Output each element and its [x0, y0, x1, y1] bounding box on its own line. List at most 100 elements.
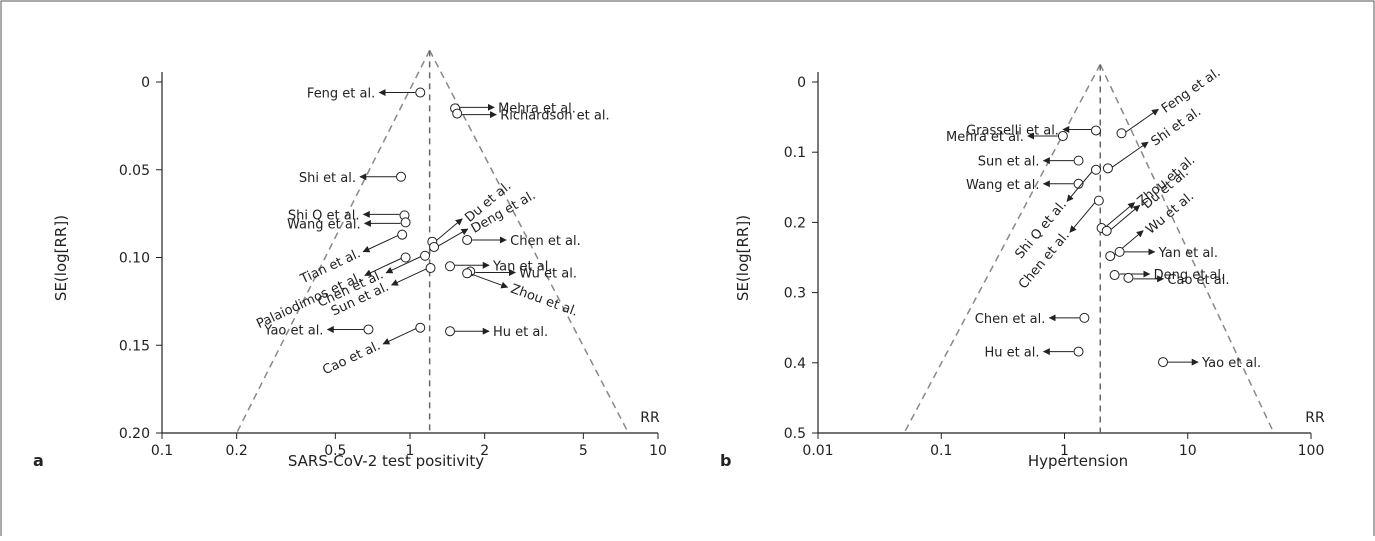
x-tick-label: 0.01	[802, 443, 833, 459]
study-point	[1123, 272, 1134, 283]
study-point	[425, 263, 436, 274]
panel-b-x-axis-title: Hypertension	[1028, 452, 1128, 470]
panel-b-letter: b	[720, 451, 731, 470]
study-arrow	[382, 328, 416, 345]
study-point	[1105, 251, 1116, 262]
y-tick-label: 0.2	[784, 215, 806, 231]
panel-a-x-axis-title: SARS-CoV-2 test positivity	[288, 452, 484, 470]
study-arrow	[1066, 170, 1094, 202]
study-label: Zhou et al.	[508, 282, 579, 320]
study-label: Richardson et al.	[500, 109, 609, 124]
study-arrow	[435, 218, 463, 242]
y-tick-label: 0.5	[784, 426, 806, 442]
study-point	[1114, 246, 1125, 257]
study-point	[1101, 225, 1112, 236]
x-tick-label: 0.1	[930, 443, 952, 459]
study-arrow	[1111, 141, 1149, 168]
study-point	[397, 229, 408, 240]
x-tick-label: 10	[1179, 443, 1197, 459]
x-tick-label: 0.2	[226, 443, 248, 459]
study-arrow	[1125, 108, 1159, 133]
panel-a-y-axis-title: SE(log[RR])	[52, 215, 70, 301]
x-tick-label: 0.5	[324, 443, 346, 459]
study-label: Chen et al.	[510, 234, 581, 249]
study-point	[363, 324, 374, 335]
study-point	[462, 268, 473, 279]
study-point	[420, 250, 431, 261]
study-label: Wang et al.	[287, 217, 361, 232]
x-tick-label: 1	[1060, 443, 1069, 459]
study-point	[1090, 125, 1101, 136]
y-tick-label: 0	[797, 75, 806, 91]
study-label: Wang et al.	[966, 178, 1040, 193]
y-tick-label: 0.3	[784, 286, 806, 302]
study-point	[1116, 128, 1127, 139]
study-point	[429, 241, 440, 252]
study-label: Chen et al.	[975, 312, 1046, 327]
study-label: Mehra et al.	[498, 101, 576, 116]
y-tick-label: 0.10	[119, 251, 150, 267]
x-tick-label: 10	[649, 443, 667, 459]
study-label: Wu et al.	[519, 267, 577, 282]
study-point	[1090, 164, 1101, 175]
study-arrow	[385, 256, 421, 274]
study-label: Feng et al.	[307, 87, 375, 102]
x-tick-label: 0.1	[151, 443, 173, 459]
funnel-left-line	[235, 50, 431, 434]
study-point	[445, 261, 456, 272]
study-arrow	[1105, 202, 1136, 228]
panel-a-letter: a	[33, 451, 44, 470]
study-label: Yan et al.	[1158, 246, 1218, 261]
study-point	[1057, 131, 1068, 142]
x-tick-label: 100	[1298, 443, 1325, 459]
study-point	[400, 252, 411, 263]
study-point	[1093, 195, 1104, 206]
study-point	[396, 171, 407, 182]
panel-b-y-axis-title: SE(log[RR])	[734, 215, 752, 301]
study-point	[445, 326, 456, 337]
study-label: Hu et al.	[493, 325, 548, 340]
study-arrow	[438, 228, 469, 247]
panel-b-rr-label: RR	[1305, 410, 1325, 426]
study-label: Shi et al.	[299, 171, 356, 186]
y-tick-label: 0.05	[119, 163, 150, 179]
y-tick-label: 0.4	[784, 356, 806, 372]
y-tick-label: 0.15	[119, 338, 150, 354]
study-label: Shi et al.	[1149, 104, 1204, 149]
study-arrow	[1110, 204, 1141, 231]
y-tick-label: 0.20	[119, 426, 150, 442]
study-arrow	[364, 258, 402, 276]
funnel-right-line	[1099, 64, 1275, 434]
study-label: Mehra et al.	[946, 130, 1024, 145]
study-arrow	[390, 268, 427, 286]
y-tick-label: 0	[141, 75, 150, 91]
study-label: Hu et al.	[984, 346, 1039, 361]
study-arrow	[1069, 201, 1097, 233]
funnel-left-line	[903, 64, 1101, 434]
study-point	[1109, 270, 1120, 281]
study-point	[1073, 155, 1084, 166]
x-tick-label: 5	[579, 443, 588, 459]
x-tick-label: 1	[406, 443, 415, 459]
study-point	[1073, 346, 1084, 357]
study-label: Sun et al.	[978, 155, 1040, 170]
study-label: Yao et al.	[263, 323, 323, 338]
study-label: Cao et al.	[320, 338, 383, 378]
study-arrow	[362, 235, 398, 253]
study-point	[462, 234, 473, 245]
study-point	[415, 87, 426, 98]
panel-a: a SARS-CoV-2 test positivity SE(log[RR])…	[33, 50, 667, 470]
study-point	[400, 217, 411, 228]
study-point	[415, 322, 426, 333]
study-label: Cao et al.	[1167, 273, 1229, 288]
x-tick-label: 2	[480, 443, 489, 459]
y-tick-label: 0.1	[784, 145, 806, 161]
study-arrow	[471, 273, 509, 289]
study-label: Grasselli et al.	[966, 123, 1059, 138]
study-point	[1102, 163, 1113, 174]
study-label: Yan et al.	[492, 259, 552, 274]
study-label: Deng et al.	[1154, 268, 1226, 283]
